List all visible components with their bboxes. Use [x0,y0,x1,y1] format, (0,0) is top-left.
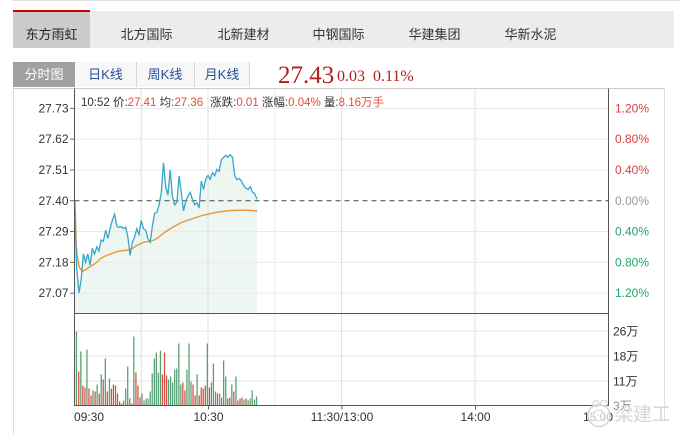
svg-text:0.80%: 0.80% [615,132,649,146]
svg-text:10:30: 10:30 [193,410,223,424]
svg-text:0.40%: 0.40% [615,163,649,177]
svg-text:11万: 11万 [613,375,637,389]
svg-text:1.20%: 1.20% [615,286,649,300]
svg-text:27.51: 27.51 [38,163,68,177]
svg-text:0.80%: 0.80% [615,255,649,269]
svg-text:0.00%: 0.00% [615,194,649,208]
svg-text:0.40%: 0.40% [615,225,649,239]
svg-text:3万: 3万 [613,399,632,413]
svg-text:27.18: 27.18 [38,255,68,269]
svg-text:27.62: 27.62 [38,132,68,146]
svg-text:梁建工: 梁建工 [615,404,671,426]
svg-text:27.40: 27.40 [38,194,68,208]
svg-text:1.20%: 1.20% [615,101,649,115]
svg-text:14:00: 14:00 [460,410,490,424]
svg-text:18万: 18万 [613,350,638,364]
svg-text:09:30: 09:30 [74,410,104,424]
svg-text:27.29: 27.29 [38,225,68,239]
svg-text:11:30/13:00: 11:30/13:00 [311,410,374,424]
svg-text:27.07: 27.07 [38,286,68,300]
svg-text:26万: 26万 [613,325,638,339]
svg-text:27.73: 27.73 [38,101,68,115]
